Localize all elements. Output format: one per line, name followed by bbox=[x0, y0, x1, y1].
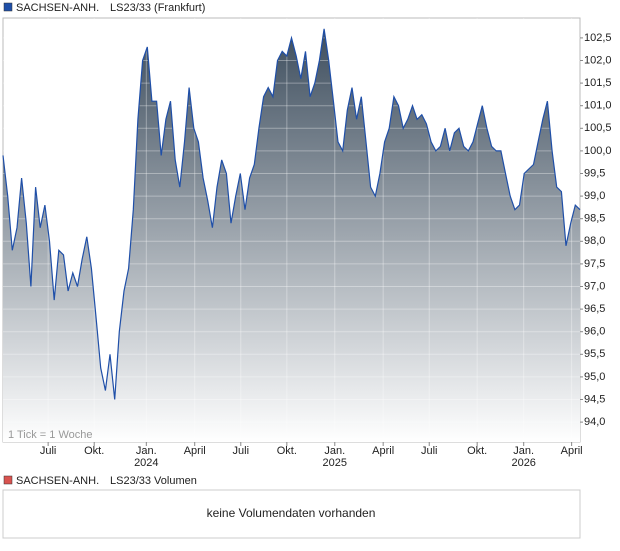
volume-panel bbox=[2, 489, 581, 539]
line bbox=[2, 28, 581, 400]
y-tick-label: 102,5 bbox=[584, 32, 612, 44]
x-tick-label: Okt. bbox=[467, 445, 487, 457]
legend-swatch bbox=[3, 2, 13, 12]
y-tick-label: 95,0 bbox=[584, 371, 605, 383]
legend-name: SACHSEN-ANH. bbox=[16, 2, 99, 14]
x-tick-label: Juli bbox=[40, 445, 57, 457]
x-tick-label: Okt. bbox=[84, 445, 104, 457]
x-tick-label: April bbox=[561, 445, 583, 457]
y-tick-label: 98,5 bbox=[584, 213, 605, 225]
legend-market: LS23/33 (Frankfurt) bbox=[110, 2, 205, 14]
y-tick-label: 100,5 bbox=[584, 122, 612, 134]
volume-legend-swatch bbox=[3, 475, 13, 485]
y-tick-label: 94,5 bbox=[584, 393, 605, 405]
year-label: 2026 bbox=[511, 457, 535, 469]
y-tick-label: 99,0 bbox=[584, 190, 605, 202]
y-tick-label: 95,5 bbox=[584, 348, 605, 360]
volume-label: LS23/33 Volumen bbox=[110, 475, 197, 487]
y-tick-label: 96,0 bbox=[584, 326, 605, 338]
year-label: 2024 bbox=[134, 457, 158, 469]
x-tick-label: Juli bbox=[421, 445, 438, 457]
x-tick-label: Juli bbox=[233, 445, 250, 457]
y-tick-label: 98,0 bbox=[584, 235, 605, 247]
y-tick-label: 97,0 bbox=[584, 280, 605, 292]
year-label: 2025 bbox=[323, 457, 347, 469]
y-tick-label: 99,5 bbox=[584, 167, 605, 179]
x-tick-label: Jan. bbox=[513, 445, 534, 457]
x-tick-label: Okt. bbox=[277, 445, 297, 457]
y-tick-label: 102,0 bbox=[584, 54, 612, 66]
y-tick-label: 101,5 bbox=[584, 77, 612, 89]
volume-name: SACHSEN-ANH. bbox=[16, 475, 99, 487]
y-tick-label: 94,0 bbox=[584, 416, 605, 428]
y-tick-label: 97,5 bbox=[584, 258, 605, 270]
annotation: 1 Tick = 1 Woche bbox=[8, 429, 92, 441]
y-tick-label: 96,5 bbox=[584, 303, 605, 315]
x-tick-label: April bbox=[184, 445, 206, 457]
volume-message: keine Volumendaten vorhanden bbox=[207, 506, 376, 520]
x-tick-label: April bbox=[372, 445, 394, 457]
area bbox=[3, 28, 580, 443]
x-tick-label: Jan. bbox=[136, 445, 157, 457]
x-tick-label: Jan. bbox=[324, 445, 345, 457]
y-tick-label: 100,0 bbox=[584, 145, 612, 157]
y-tick-label: 101,0 bbox=[584, 100, 612, 112]
